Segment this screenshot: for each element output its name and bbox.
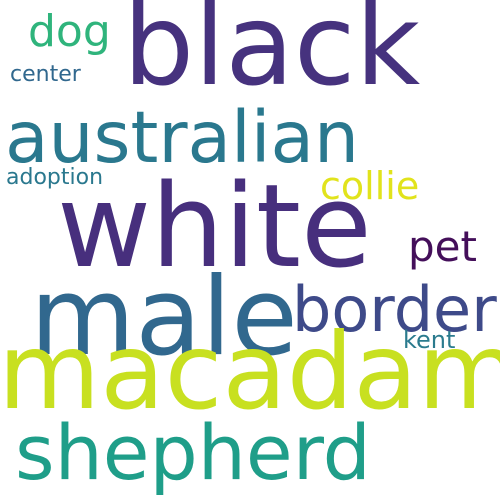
word-pet: pet — [408, 222, 477, 271]
word-adoption: adoption — [6, 165, 104, 190]
word-center: center — [10, 62, 81, 87]
word-male: male — [30, 255, 298, 380]
word-dog: dog — [28, 6, 111, 57]
word-collie: collie — [320, 164, 420, 208]
word-kent: kent — [403, 326, 456, 354]
word-shepherd: shepherd — [15, 408, 371, 497]
word-macadam: macadam — [0, 311, 500, 433]
word-black: black — [123, 0, 421, 111]
word-white: white — [57, 160, 372, 294]
word-border: border — [292, 273, 497, 346]
word-australian: australian — [5, 96, 359, 179]
